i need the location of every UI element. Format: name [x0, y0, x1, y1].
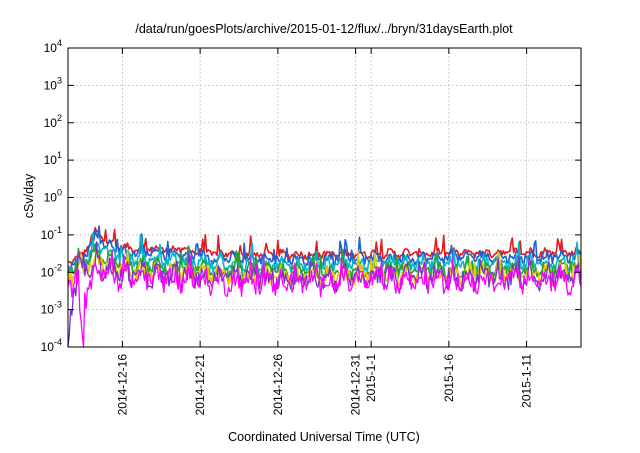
y-tick-label: 10-1	[41, 225, 62, 242]
y-tick-label: 100	[44, 188, 62, 205]
y-tick-label: 104	[44, 38, 62, 55]
x-tick-label: 2015-1-11	[520, 354, 534, 408]
series-line-7	[67, 250, 582, 348]
series-line-2	[67, 225, 582, 272]
y-tick-label: 10-2	[41, 262, 62, 279]
x-axis-label: Coordinated Universal Time (UTC)	[228, 430, 420, 444]
y-tick-label: 103	[44, 75, 62, 92]
y-tick-label: 10-3	[41, 300, 62, 317]
x-tick-label: 2015-1-6	[442, 354, 456, 402]
series-line-1	[67, 227, 582, 266]
x-tick-label: 2014-12-31	[349, 354, 363, 416]
x-tick-label: 2014-12-21	[193, 354, 207, 416]
y-axis-label: cSv/day	[22, 173, 36, 218]
grid-layer	[68, 48, 581, 347]
plot-layer	[67, 225, 582, 348]
chart-title: /data/run/goesPlots/archive/2015-01-12/f…	[135, 22, 513, 36]
x-tick-label: 2015-1-1	[364, 354, 378, 402]
x-tick-label: 2014-12-16	[115, 354, 129, 416]
axis-layer: 10-4 10-3 10-2 10-1 100 101 102 103 104 2014-12-1…	[41, 38, 581, 415]
y-tick-label: 102	[44, 113, 62, 130]
series-line-3	[67, 232, 582, 275]
y-tick-label: 10-4	[41, 337, 62, 354]
y-tick-label: 101	[44, 150, 62, 167]
x-tick-label: 2014-12-26	[271, 354, 285, 416]
